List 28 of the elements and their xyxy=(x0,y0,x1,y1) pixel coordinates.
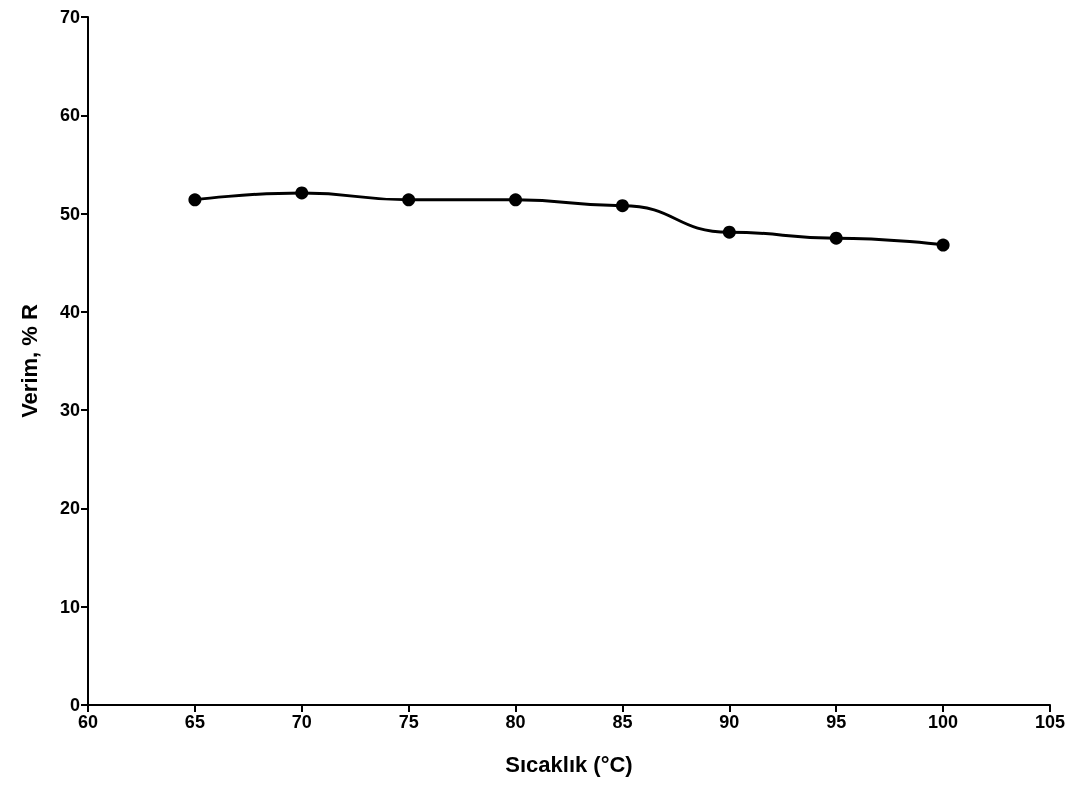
point xyxy=(188,193,202,207)
point xyxy=(829,231,843,245)
y-tick-label: 30 xyxy=(59,400,80,421)
y-axis-title: Verim, % R xyxy=(16,304,42,418)
x-tick-label: 105 xyxy=(1034,712,1066,732)
y-tick-label: 0 xyxy=(69,695,80,715)
x-tick-label: 100 xyxy=(928,712,959,732)
x-tick-label: 90 xyxy=(719,712,740,732)
x-tick-label: 70 xyxy=(291,712,312,732)
x-tick-label: 85 xyxy=(612,712,633,732)
x-tick-label: 65 xyxy=(184,712,205,732)
x-tick-label: 75 xyxy=(398,712,419,732)
x-tick-label: 80 xyxy=(505,712,526,732)
x-tick-label: 60 xyxy=(77,712,99,732)
y-tick-label: 60 xyxy=(59,105,80,126)
point xyxy=(722,225,736,239)
point xyxy=(615,199,629,213)
y-tick-label: 40 xyxy=(59,301,80,322)
point xyxy=(295,186,309,200)
x-tick-label: 95 xyxy=(826,712,847,732)
point xyxy=(936,238,950,252)
point xyxy=(509,193,523,207)
y-tick-label: 70 xyxy=(59,7,80,27)
y-tick-label: 20 xyxy=(59,498,80,519)
y-tick-label: 10 xyxy=(59,596,80,617)
y-tick-label: 50 xyxy=(59,203,80,224)
point xyxy=(402,193,416,207)
x-axis-title: Sıcaklık (°C) xyxy=(505,751,633,777)
